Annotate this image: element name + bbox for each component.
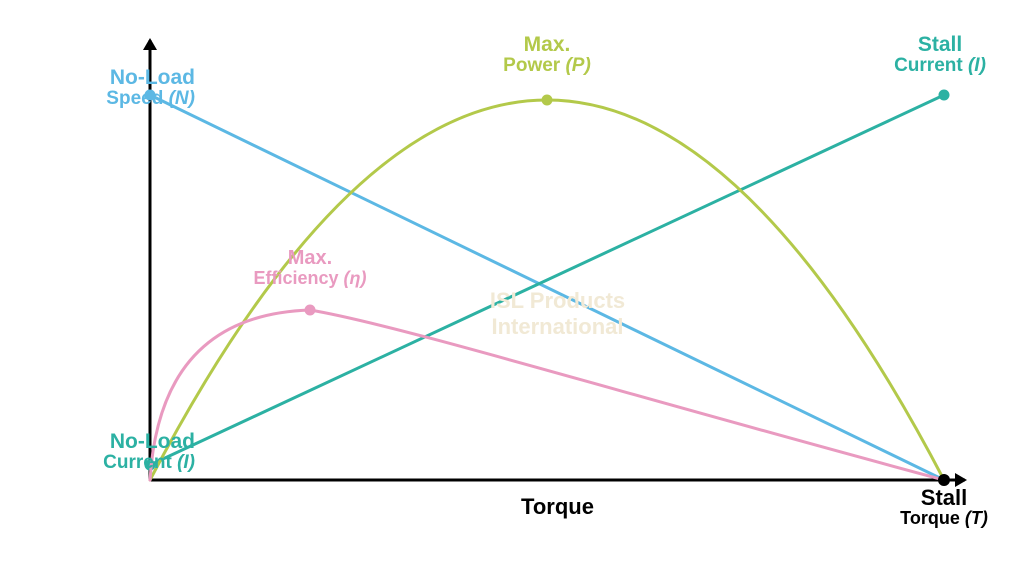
x-axis-title: Torque (408, 494, 708, 520)
chart-canvas: { "chart": { "type": "motor-performance-… (0, 0, 1024, 585)
power-peak-label: Max.Power (P) (427, 34, 667, 76)
stall-torque-label: StallTorque (T) (824, 486, 1024, 528)
speed-start-label: No-LoadSpeed (N) (0, 67, 195, 109)
current-end-label: StallCurrent (I) (820, 34, 1024, 76)
current-start-label: No-LoadCurrent (I) (0, 431, 195, 473)
efficiency-peak-label: Max.Efficiency (η) (190, 248, 430, 288)
